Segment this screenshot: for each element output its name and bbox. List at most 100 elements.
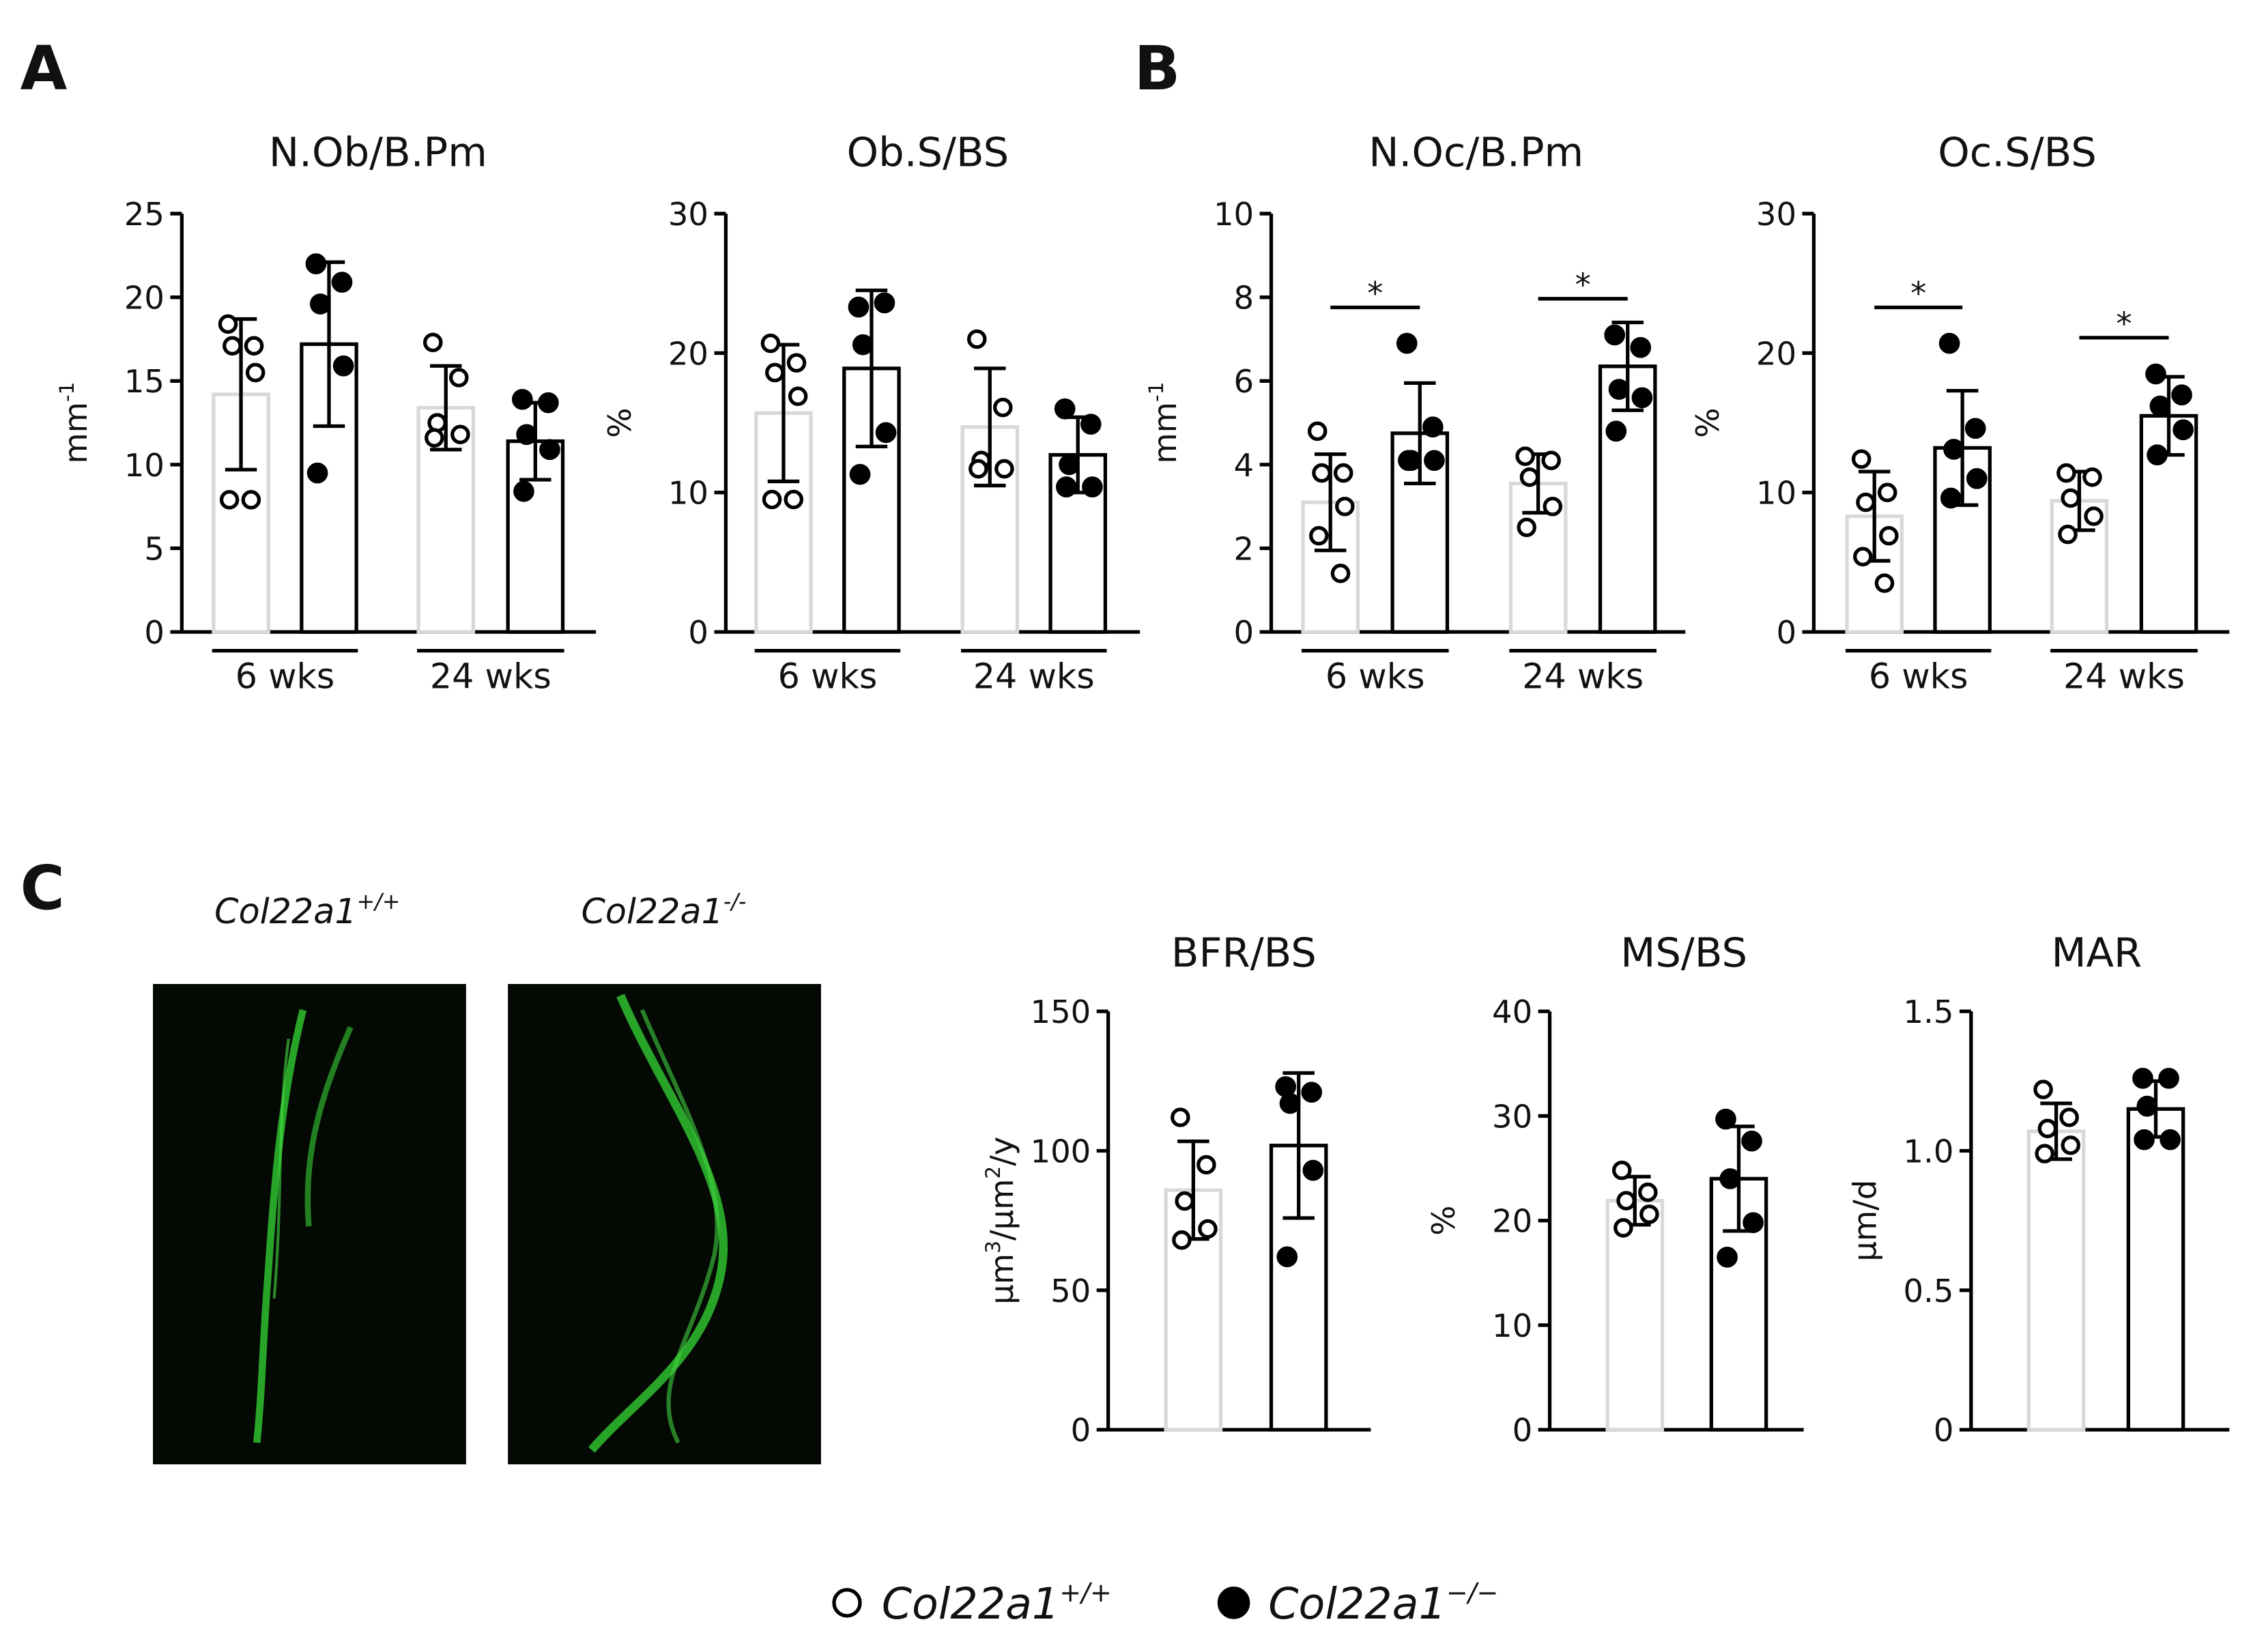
data-point (1879, 525, 1899, 546)
chart-title: Ob.S/BS (847, 128, 1009, 175)
data-point (1543, 496, 1563, 517)
bar (212, 392, 270, 634)
data-point (310, 293, 331, 315)
legend-label-text: Col22a1 (882, 1578, 1060, 1629)
data-point (1055, 476, 1077, 497)
data-point (2149, 395, 2171, 417)
panel-label: A (20, 33, 68, 104)
legend-label-text: Col22a1 (1268, 1578, 1446, 1629)
y-tick-label: 4 (1234, 447, 1254, 484)
y-tick-label: 0.5 (1904, 1273, 1954, 1309)
data-point (539, 439, 560, 461)
significance-label: * (1367, 275, 1383, 312)
y-tick-label: 0 (1512, 1412, 1533, 1449)
y-axis-label-text: % (1425, 1206, 1462, 1236)
data-point (1851, 449, 1872, 469)
data-point (849, 463, 871, 485)
y-axis-label: % (601, 408, 638, 438)
y-axis-label: µm/d (1846, 1180, 1883, 1262)
group-label: 6 wks (1325, 656, 1425, 697)
legend: Col22a1+/+ Col22a1−/− (832, 1578, 1498, 1629)
error-bar (1282, 1071, 1315, 1220)
significance-label: * (2116, 306, 2132, 343)
data-point (1276, 1246, 1298, 1268)
data-point (2059, 1107, 2079, 1127)
bar (2126, 1107, 2185, 1432)
error-bar (1404, 381, 1436, 486)
data-point (1275, 1076, 1296, 1097)
y-tick-label: 0 (1234, 614, 1254, 651)
micrograph (153, 983, 466, 1464)
y-tick-label: 40 (1492, 994, 1532, 1030)
data-point (1396, 332, 1418, 354)
y-axis-label-sup: 3 (981, 1241, 1005, 1254)
data-point (2145, 363, 2166, 385)
legend-label: Col22a1−/− (1268, 1578, 1498, 1629)
data-point (511, 388, 533, 410)
error-bar (974, 366, 1006, 488)
group-label: 6 wks (778, 656, 878, 697)
y-axis-label-sup: -1 (55, 382, 78, 403)
y-tick-label: 8 (1234, 280, 1254, 317)
chart-title: N.Ob/B.Pm (269, 128, 487, 175)
data-point (1943, 439, 1964, 460)
image-label-sup: +/+ (357, 890, 401, 914)
legend-label-sup: +/+ (1059, 1578, 1112, 1608)
group-label: 6 wks (1869, 656, 1968, 697)
data-point (2173, 419, 2194, 441)
y-tick-label: 15 (124, 363, 164, 400)
y-axis-label-text: /µm (984, 1179, 1020, 1241)
chart-title: BFR/BS (1171, 929, 1317, 976)
data-point (786, 353, 807, 373)
data-point (1519, 467, 1540, 487)
data-point (1938, 332, 1960, 354)
data-point (966, 329, 987, 349)
significance-label: * (1910, 275, 1926, 312)
y-tick-label: 6 (1234, 363, 1254, 400)
data-point (1877, 482, 1897, 503)
data-point (1517, 517, 1536, 538)
data-point (1638, 1183, 1658, 1202)
data-point (788, 386, 808, 407)
image-label: Col22a1-/- (581, 890, 746, 931)
data-point (2035, 1144, 2054, 1163)
data-point (1335, 496, 1355, 517)
data-point (244, 336, 264, 356)
data-point (1172, 1230, 1192, 1250)
data-point (2058, 524, 2078, 545)
data-point (1307, 421, 1328, 441)
data-point (1611, 1160, 1632, 1180)
y-axis-label: mm-1 (1145, 382, 1184, 464)
y-tick-label: 5 (144, 530, 164, 567)
y-tick-label: 30 (1756, 196, 1796, 233)
data-point (2160, 1129, 2181, 1150)
data-point (219, 490, 240, 510)
data-point (1175, 1191, 1194, 1211)
data-point (1196, 1155, 1216, 1175)
data-point (1398, 450, 1419, 472)
data-point (2056, 463, 2076, 483)
y-tick-label: 10 (124, 447, 164, 484)
data-point (1059, 454, 1080, 476)
data-point (1966, 468, 1988, 489)
data-point (1964, 418, 1986, 439)
data-point (1630, 336, 1652, 358)
data-point (2147, 444, 2168, 465)
legend-marker (1217, 1586, 1250, 1619)
data-point (2084, 506, 2104, 526)
bar (1605, 1198, 1665, 1432)
data-point (1853, 547, 1873, 567)
data-point (1717, 1247, 1738, 1268)
data-point (306, 462, 328, 484)
data-point (1608, 379, 1630, 400)
data-point (218, 314, 238, 334)
y-axis-label: % (1425, 1206, 1462, 1236)
data-point (1616, 1191, 1636, 1211)
data-point (425, 428, 444, 448)
y-axis-label: % (1689, 408, 1726, 438)
y-tick-label: 0 (1934, 1412, 1954, 1449)
y-axis-label-sup: -1 (1145, 382, 1168, 403)
y-tick-label: 50 (1050, 1273, 1091, 1309)
data-point (875, 422, 897, 444)
